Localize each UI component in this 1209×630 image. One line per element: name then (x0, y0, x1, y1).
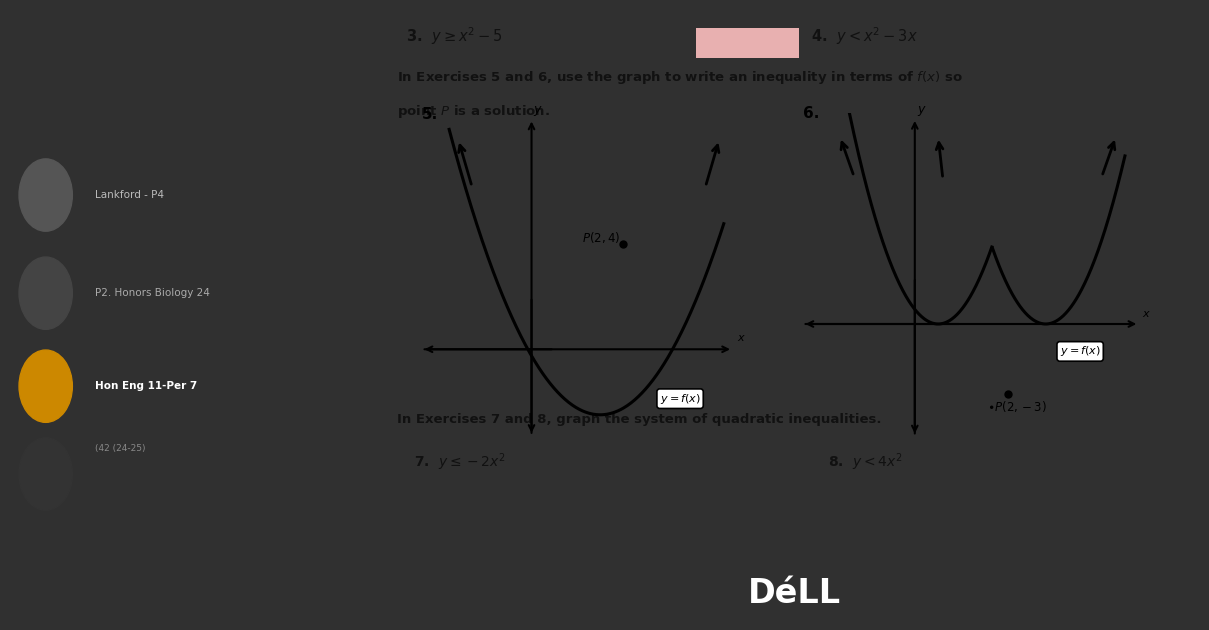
Text: P2. Honors Biology 24: P2. Honors Biology 24 (96, 288, 210, 298)
Circle shape (19, 257, 73, 329)
Text: In Exercises 7 and 8, graph the system of quadratic inequalities.: In Exercises 7 and 8, graph the system o… (398, 413, 881, 426)
Text: 4.  $y < x^2 - 3x$: 4. $y < x^2 - 3x$ (811, 25, 919, 47)
Text: point $P$ is a solution.: point $P$ is a solution. (398, 103, 550, 120)
Text: $y = f(x)$: $y = f(x)$ (1060, 345, 1100, 358)
Text: Hon Eng 11-Per 7: Hon Eng 11-Per 7 (96, 381, 197, 391)
Circle shape (19, 350, 73, 422)
Bar (695, 28, 799, 58)
Text: 8.  $y < 4x^2$: 8. $y < 4x^2$ (828, 452, 903, 473)
Text: In Exercises 5 and 6, use the graph to write an inequality in terms of $f(x)$ so: In Exercises 5 and 6, use the graph to w… (398, 69, 964, 86)
Text: Lankford - P4: Lankford - P4 (96, 190, 164, 200)
Text: (42 (24-25): (42 (24-25) (96, 444, 146, 453)
Text: 7.  $y \leq -2x^2$: 7. $y \leq -2x^2$ (413, 452, 505, 473)
Text: $y$: $y$ (533, 105, 543, 118)
Text: $\bullet P(2, -3)$: $\bullet P(2, -3)$ (988, 399, 1047, 413)
Circle shape (19, 438, 73, 510)
Text: $P(2, 4)$: $P(2, 4)$ (582, 230, 620, 245)
Text: 6.: 6. (803, 106, 818, 121)
Text: 3.  $y \geq x^2 - 5$: 3. $y \geq x^2 - 5$ (406, 25, 503, 47)
Text: $y = f(x)$: $y = f(x)$ (660, 392, 700, 406)
Text: $x$: $x$ (1141, 309, 1151, 319)
Text: 5.: 5. (422, 106, 438, 122)
Text: $x$: $x$ (737, 333, 746, 343)
Text: DéLL: DéLL (748, 577, 841, 610)
Circle shape (19, 159, 73, 231)
Text: $y$: $y$ (916, 105, 927, 118)
